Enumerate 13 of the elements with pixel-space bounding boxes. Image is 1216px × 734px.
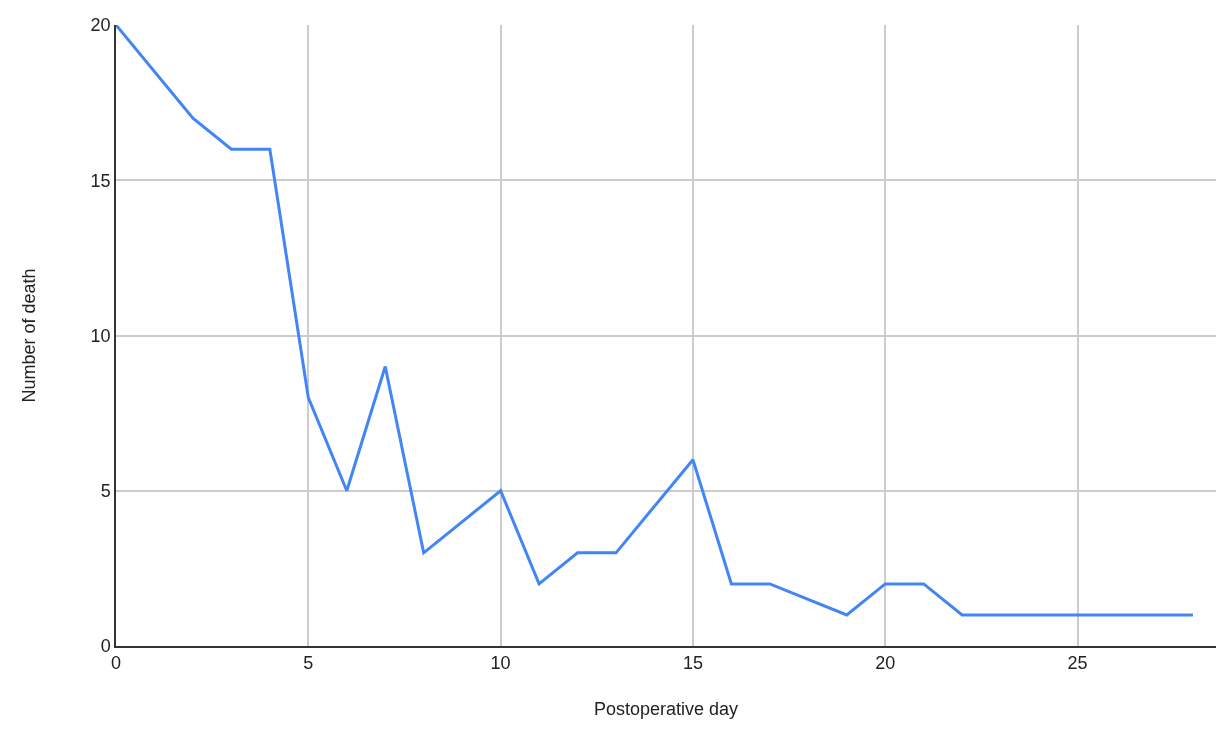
x-tick-label: 10: [490, 653, 511, 674]
y-tick-label: 15: [90, 170, 111, 191]
x-tick-label: 15: [682, 653, 703, 674]
line-series: [116, 25, 1195, 617]
x-tick-label: 20: [875, 653, 896, 674]
x-axis-title: Postoperative day: [593, 698, 739, 719]
y-tick-label: 5: [100, 481, 111, 502]
y-tick-label: 10: [90, 325, 111, 346]
y-axis-title: Number of death: [19, 268, 40, 403]
x-tick-label: 25: [1067, 653, 1088, 674]
y-tick-label: 0: [100, 636, 111, 657]
x-tick-label: 5: [303, 653, 314, 674]
y-tick-label: 20: [90, 15, 111, 36]
